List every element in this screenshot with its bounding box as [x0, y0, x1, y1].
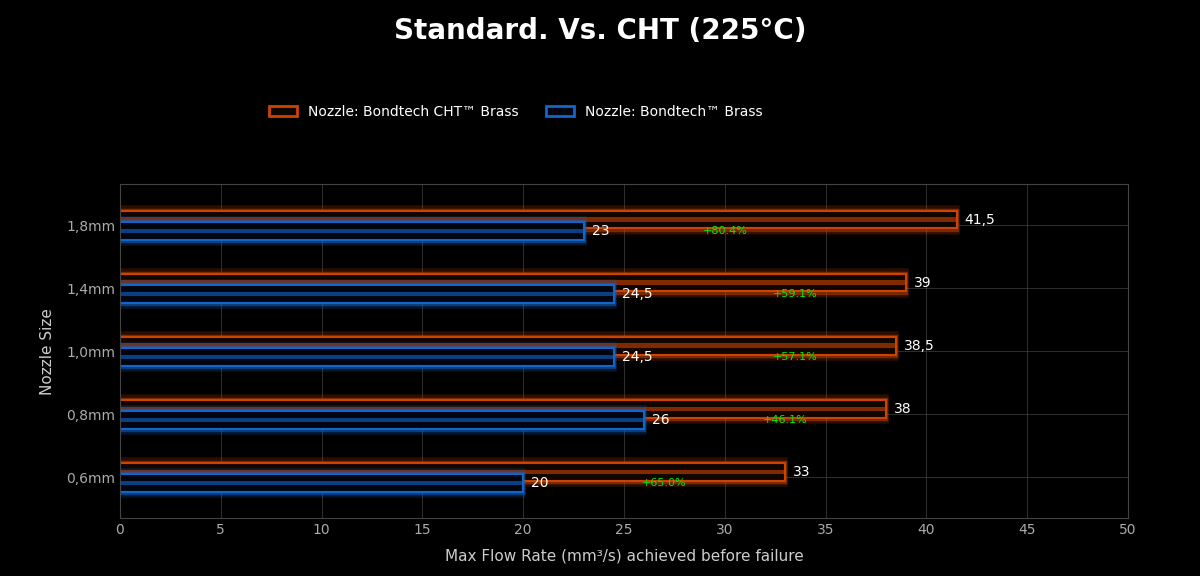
Bar — [120, 399, 886, 419]
Bar — [120, 337, 896, 354]
Text: +57.1%: +57.1% — [773, 352, 818, 362]
Bar — [120, 345, 614, 369]
Bar — [120, 229, 583, 233]
Bar — [120, 285, 614, 303]
Bar — [120, 407, 886, 411]
Text: 41,5: 41,5 — [965, 213, 996, 226]
Bar — [120, 284, 614, 304]
Text: 24,5: 24,5 — [622, 350, 653, 364]
Bar — [120, 462, 785, 482]
Bar — [120, 347, 614, 367]
Bar — [120, 400, 886, 418]
Bar — [120, 272, 906, 293]
Text: 26: 26 — [653, 413, 670, 427]
Bar — [120, 471, 523, 495]
Text: +59.1%: +59.1% — [773, 289, 818, 299]
Text: +80.4%: +80.4% — [703, 226, 748, 236]
Bar — [120, 207, 956, 232]
Bar — [120, 282, 614, 306]
Text: Standard. Vs. CHT (225°C): Standard. Vs. CHT (225°C) — [394, 17, 806, 46]
Bar — [120, 221, 583, 241]
Text: 20: 20 — [532, 476, 548, 490]
Text: 24,5: 24,5 — [622, 287, 653, 301]
Bar — [120, 397, 886, 420]
Bar — [120, 348, 614, 366]
Bar — [120, 463, 785, 480]
Legend: Nozzle: Bondtech CHT™ Brass, Nozzle: Bondtech™ Brass: Nozzle: Bondtech CHT™ Brass, Nozzle: Bon… — [264, 99, 768, 124]
Bar — [120, 460, 785, 484]
Bar — [120, 469, 785, 474]
Text: 38: 38 — [894, 401, 912, 416]
Bar — [120, 481, 523, 486]
Bar — [120, 274, 906, 291]
Bar — [120, 355, 614, 359]
Bar — [120, 222, 583, 240]
Text: 38,5: 38,5 — [905, 339, 935, 353]
Y-axis label: Nozzle Size: Nozzle Size — [40, 308, 55, 395]
Text: 33: 33 — [793, 465, 811, 479]
Text: 39: 39 — [914, 276, 932, 290]
Bar — [120, 410, 644, 430]
Bar — [120, 418, 644, 422]
Bar — [120, 408, 644, 432]
Text: +46.1%: +46.1% — [763, 415, 808, 425]
X-axis label: Max Flow Rate (mm³/s) achieved before failure: Max Flow Rate (mm³/s) achieved before fa… — [445, 548, 803, 563]
Bar — [120, 292, 614, 296]
Bar — [120, 334, 896, 358]
Bar — [120, 474, 523, 492]
Bar — [120, 281, 906, 285]
Bar — [120, 211, 956, 229]
Bar — [120, 210, 956, 230]
Bar — [120, 219, 583, 243]
Bar — [120, 271, 906, 295]
Text: +65.0%: +65.0% — [642, 478, 686, 488]
Bar — [120, 473, 523, 493]
Bar — [120, 343, 896, 348]
Text: 23: 23 — [592, 224, 610, 238]
Bar — [120, 217, 956, 222]
Bar — [120, 411, 644, 429]
Bar — [120, 336, 896, 356]
